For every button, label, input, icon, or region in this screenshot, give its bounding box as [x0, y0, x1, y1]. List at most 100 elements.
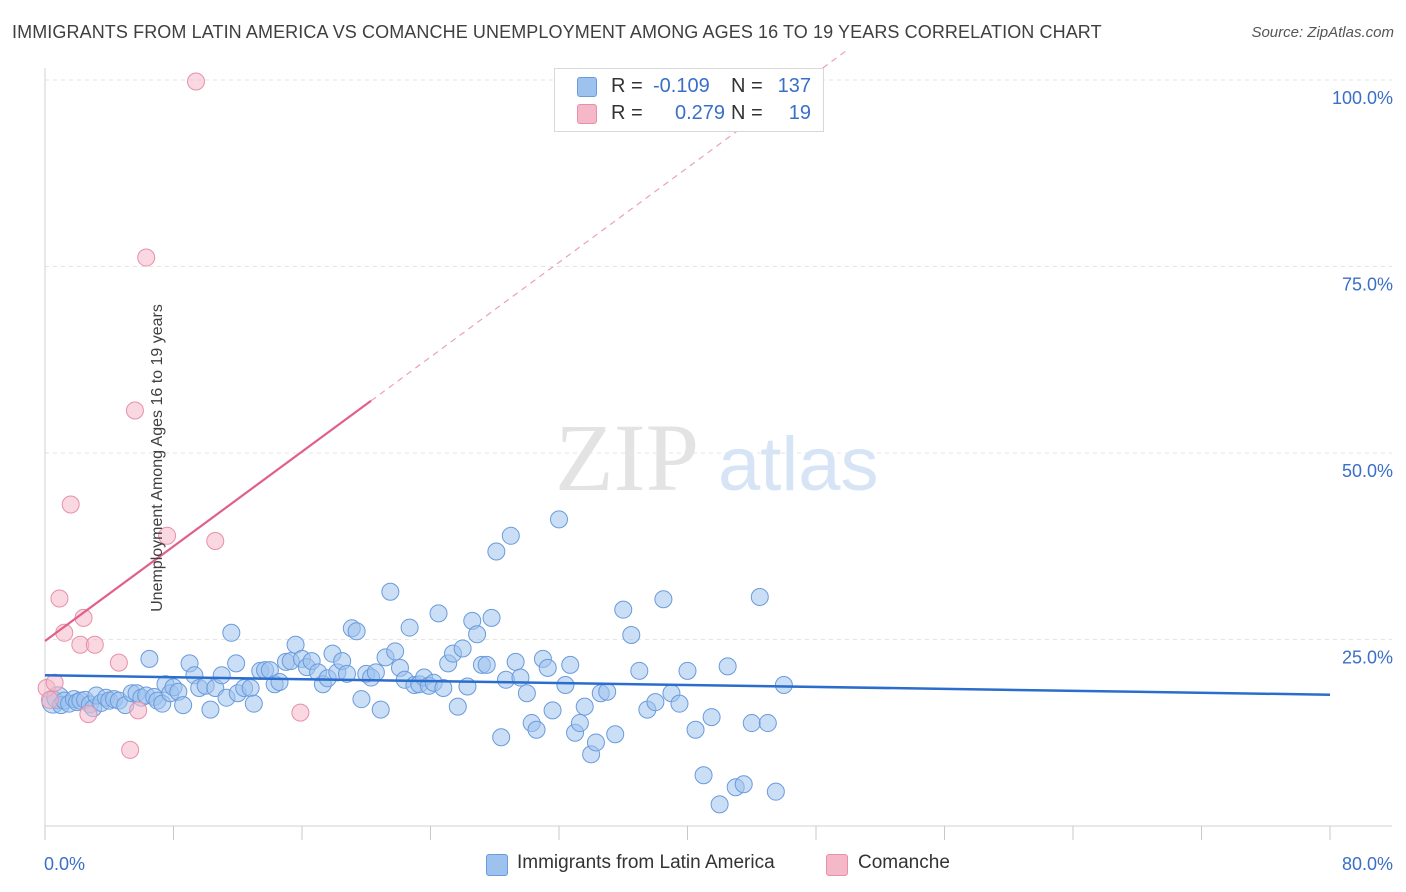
legend-r-value: 0.279 [675, 102, 726, 124]
gridlines [45, 79, 1392, 640]
data-point [556, 676, 575, 695]
data-point [606, 725, 625, 744]
y-tick-label: 100.0% [1332, 88, 1393, 108]
data-point [654, 590, 673, 609]
data-point [140, 649, 159, 668]
data-point [538, 658, 557, 677]
chart-title: IMMIGRANTS FROM LATIN AMERICA VS COMANCH… [12, 22, 1102, 42]
data-point [614, 600, 633, 619]
y-axis-label: Unemployment Among Ages 16 to 19 years [148, 304, 166, 612]
trendline-latin-america [44, 674, 1331, 696]
data-point [241, 678, 260, 697]
data-point [50, 589, 69, 608]
data-point [527, 720, 546, 739]
data-point [85, 635, 104, 654]
data-point [482, 608, 501, 627]
watermark: ZIP atlas [555, 404, 879, 511]
data-point [227, 654, 246, 673]
data-point [337, 664, 356, 683]
legend-n-value: 19 [788, 102, 811, 124]
data-point [630, 661, 649, 680]
data-point [774, 676, 793, 695]
bottom-legend-label: Comanche [858, 852, 950, 873]
data-point [137, 248, 156, 267]
legend-r-value: -0.109 [653, 75, 710, 97]
data-point [371, 700, 390, 719]
y-tick-label: 75.0% [1342, 275, 1393, 295]
correlation-legend: R = -0.109 N = 137 R = 0.279 N = 19 [554, 68, 824, 132]
legend-swatch-blue [577, 77, 597, 97]
data-point [129, 701, 148, 720]
x-tick-label: 0.0% [44, 854, 85, 874]
data-point [561, 655, 580, 674]
data-point [79, 705, 98, 724]
legend-r-label: R = [611, 102, 643, 124]
legend-swatch-pink [577, 104, 597, 124]
data-point [212, 666, 231, 685]
data-point [109, 653, 128, 672]
data-point [598, 682, 617, 701]
data-point [381, 582, 400, 601]
data-point [678, 661, 697, 680]
data-point [506, 652, 525, 671]
data-point [702, 708, 721, 727]
data-point [158, 526, 177, 545]
legend-n-label: N = [731, 75, 763, 97]
data-point [694, 766, 713, 785]
data-point [206, 532, 225, 551]
data-point [487, 542, 506, 561]
data-point [570, 714, 589, 733]
data-point [543, 701, 562, 720]
bottom-legend-label: Immigrants from Latin America [517, 852, 775, 873]
data-point [186, 72, 205, 91]
data-point [766, 782, 785, 801]
data-point [429, 604, 448, 623]
data-point [622, 626, 641, 645]
data-point [550, 510, 568, 529]
data-point [45, 673, 64, 692]
legend-n-value: 137 [777, 75, 811, 97]
data-point [174, 696, 193, 715]
data-point [501, 526, 520, 545]
data-point [201, 700, 220, 719]
data-point [61, 495, 80, 514]
data-point [477, 655, 496, 674]
data-point [670, 694, 689, 713]
watermark-zip: ZIP [555, 404, 699, 511]
data-point [517, 684, 536, 703]
data-point [121, 740, 140, 759]
data-point [40, 690, 59, 709]
source-label: Source: ZipAtlas.com [1251, 24, 1394, 41]
trendline-comanche [44, 399, 372, 642]
data-point [742, 714, 761, 733]
data-point [734, 775, 753, 794]
data-point [710, 795, 729, 814]
y-tick-label: 25.0% [1342, 648, 1393, 668]
data-point [352, 690, 371, 709]
data-point [270, 673, 289, 692]
legend-n-label: N = [731, 102, 763, 124]
data-point [750, 587, 769, 606]
watermark-atlas: atlas [718, 422, 879, 507]
data-point [400, 618, 419, 637]
y-tick-label: 50.0% [1342, 461, 1393, 481]
data-point [468, 625, 487, 644]
data-point [492, 728, 511, 747]
data-point [222, 623, 241, 642]
data-point [386, 642, 405, 661]
data-point [434, 678, 453, 697]
data-point [347, 622, 366, 641]
trendlines [44, 48, 1331, 696]
x-tick-label: 80.0% [1342, 854, 1393, 874]
tick-labels: 25.0% 50.0% 75.0% 100.0% 0.0% 80.0% [44, 88, 1393, 874]
data-point [366, 663, 385, 682]
data-point [575, 697, 594, 716]
data-point [244, 694, 263, 713]
data-point [586, 733, 605, 752]
bottom-legend-swatch-blue [486, 854, 508, 876]
data-point [758, 714, 777, 733]
data-point [453, 639, 472, 658]
series-comanche [37, 72, 310, 759]
data-point [718, 657, 737, 676]
